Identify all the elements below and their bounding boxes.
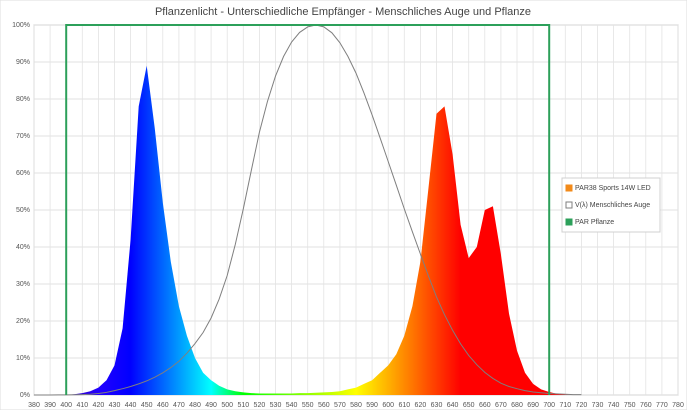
y-tick-label: 70% <box>16 133 30 140</box>
x-tick-label: 520 <box>254 402 266 409</box>
x-tick-label: 650 <box>463 402 475 409</box>
x-tick-label: 640 <box>447 402 459 409</box>
x-tick-label: 590 <box>366 402 378 409</box>
x-tick-label: 500 <box>221 402 233 409</box>
y-tick-label: 10% <box>16 355 30 362</box>
x-tick-label: 760 <box>640 402 652 409</box>
line <box>65 24 551 395</box>
x-tick-label: 740 <box>608 402 620 409</box>
x-tick-label: 580 <box>350 402 362 409</box>
x-tick-label: 780 <box>672 402 684 409</box>
y-tick-label: 20% <box>16 318 30 325</box>
x-tick-label: 440 <box>125 402 137 409</box>
x-tick-label: 730 <box>592 402 604 409</box>
x-tick-label: 750 <box>624 402 636 409</box>
x-tick-label: 550 <box>302 402 314 409</box>
x-tick-label: 560 <box>318 402 330 409</box>
y-tick-label: 90% <box>16 59 30 66</box>
legend-swatch <box>565 218 573 226</box>
x-tick-label: 450 <box>141 402 153 409</box>
y-tick-label: 0% <box>20 392 30 399</box>
area <box>34 65 582 395</box>
x-tick-label: 710 <box>559 402 571 409</box>
x-tick-label: 530 <box>270 402 282 409</box>
x-tick-label: 480 <box>189 402 201 409</box>
x-tick-label: 470 <box>173 402 185 409</box>
legend: PAR38 Sports 14W LED V(λ) Menschliches Au… <box>561 177 661 233</box>
legend-label: V(λ) Menschliches Auge <box>575 202 650 209</box>
x-tick-label: 460 <box>157 402 169 409</box>
x-tick-label: 400 <box>60 402 72 409</box>
x-tick-label: 540 <box>286 402 298 409</box>
x-tick-label: 570 <box>334 402 346 409</box>
x-tick-label: 720 <box>576 402 588 409</box>
x-tick-label: 510 <box>237 402 249 409</box>
legend-swatch <box>565 184 573 192</box>
line <box>34 24 582 396</box>
y-tick-label: 60% <box>16 170 30 177</box>
x-tick-label: 620 <box>415 402 427 409</box>
y-tick-label: 50% <box>16 207 30 214</box>
legend-box <box>561 177 661 233</box>
x-tick-label: 430 <box>109 402 121 409</box>
x-tick-label: 610 <box>398 402 410 409</box>
y-tick-label: 80% <box>16 96 30 103</box>
legend-label: PAR38 Sports 14W LED <box>575 185 651 192</box>
x-tick-label: 380 <box>28 402 40 409</box>
x-tick-label: 410 <box>76 402 88 409</box>
x-tick-label: 700 <box>543 402 555 409</box>
x-tick-label: 490 <box>205 402 217 409</box>
chart-title: Pflanzenlicht - Unterschiedliche Empfäng… <box>155 6 531 18</box>
x-tick-label: 660 <box>479 402 491 409</box>
x-tick-label: 600 <box>382 402 394 409</box>
x-tick-label: 420 <box>93 402 105 409</box>
x-tick-label: 630 <box>431 402 443 409</box>
x-tick-label: 770 <box>656 402 668 409</box>
x-tick-label: 680 <box>511 402 523 409</box>
x-tick-label: 690 <box>527 402 539 409</box>
legend-swatch <box>565 201 573 209</box>
y-tick-label: 30% <box>16 281 30 288</box>
legend-label: PAR Pflanze <box>575 219 614 226</box>
y-tick-label: 100% <box>12 22 30 29</box>
y-tick-label: 40% <box>16 244 30 251</box>
x-tick-label: 390 <box>44 402 56 409</box>
x-tick-label: 670 <box>495 402 507 409</box>
